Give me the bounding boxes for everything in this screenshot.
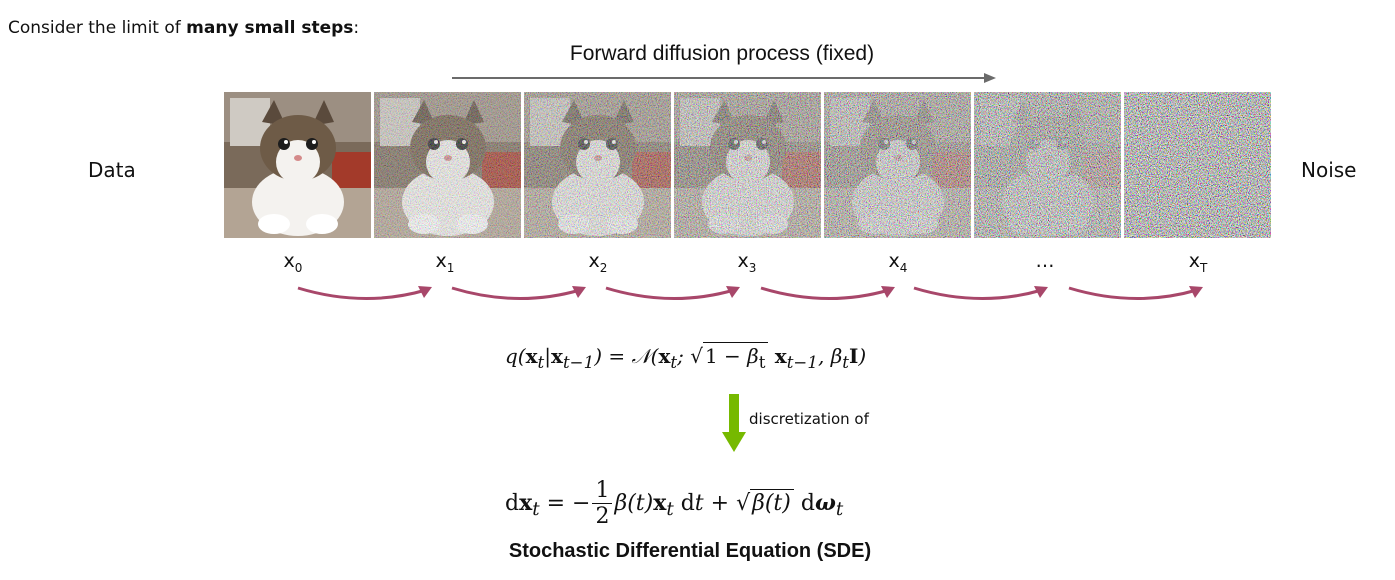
sde-label: Stochastic Differential Equation (SDE) [508,540,872,562]
diffusion-image-6 [1124,92,1271,238]
diffusion-image-0 [224,92,371,238]
sde-equation: dxt = −1 2 β(t)xt dt + √β(t) dωt [505,478,844,530]
diffusion-image-2 [524,92,671,238]
transition-arrow-0 [297,286,432,300]
diffusion-image-5 [974,92,1121,238]
discretization-arrow [722,394,746,452]
diffusion-image-3 [674,92,821,238]
process-title: Forward diffusion process (fixed) [569,42,875,65]
state-label-6: xT [1188,250,1208,275]
transition-arrow-2 [605,286,740,300]
discretization-label: discretization of [749,410,869,428]
noise-label: Noise [1301,158,1357,182]
transition-arrow-5 [1068,286,1203,300]
diffusion-image-4 [824,92,971,238]
forward-step-equation: q(xt|xt−1) = 𝒩(xt; √ 1 − βt xt−1, βtI) [505,342,867,372]
transition-arrow-1 [451,286,586,300]
intro-text: Consider the limit of many small steps: [8,18,360,38]
diffusion-image-1 [374,92,521,238]
state-label-4: x4 [888,250,908,275]
state-label-3: x3 [737,250,757,275]
process-arrow [452,73,996,83]
transition-arrow-4 [913,286,1048,300]
state-label-0: x0 [283,250,303,275]
transition-arrows [297,286,1203,300]
state-label-1: x1 [435,250,455,275]
state-label-2: x2 [588,250,608,275]
state-label-5: … [1035,250,1055,272]
transition-arrow-3 [760,286,895,300]
data-label: Data [88,158,136,182]
